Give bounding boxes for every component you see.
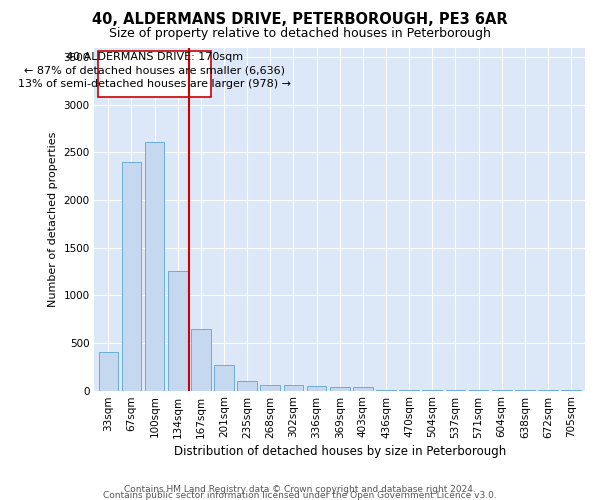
Bar	[214, 366, 234, 390]
Bar	[191, 328, 211, 390]
Bar	[353, 387, 373, 390]
Bar	[307, 386, 326, 390]
Bar	[98, 52, 211, 97]
Bar	[145, 142, 164, 390]
Bar	[284, 386, 303, 390]
Text: 40 ALDERMANS DRIVE: 170sqm: 40 ALDERMANS DRIVE: 170sqm	[66, 52, 243, 62]
Bar	[330, 387, 350, 390]
X-axis label: Distribution of detached houses by size in Peterborough: Distribution of detached houses by size …	[173, 444, 506, 458]
Text: Contains public sector information licensed under the Open Government Licence v3: Contains public sector information licen…	[103, 490, 497, 500]
Text: 40, ALDERMANS DRIVE, PETERBOROUGH, PE3 6AR: 40, ALDERMANS DRIVE, PETERBOROUGH, PE3 6…	[92, 12, 508, 28]
Y-axis label: Number of detached properties: Number of detached properties	[48, 132, 58, 306]
Text: Size of property relative to detached houses in Peterborough: Size of property relative to detached ho…	[109, 28, 491, 40]
Bar	[122, 162, 142, 390]
Text: Contains HM Land Registry data © Crown copyright and database right 2024.: Contains HM Land Registry data © Crown c…	[124, 485, 476, 494]
Bar	[260, 385, 280, 390]
Bar	[238, 380, 257, 390]
Bar	[168, 272, 188, 390]
Bar	[98, 352, 118, 391]
Text: 13% of semi-detached houses are larger (978) →: 13% of semi-detached houses are larger (…	[18, 78, 291, 88]
Text: ← 87% of detached houses are smaller (6,636): ← 87% of detached houses are smaller (6,…	[24, 66, 285, 76]
